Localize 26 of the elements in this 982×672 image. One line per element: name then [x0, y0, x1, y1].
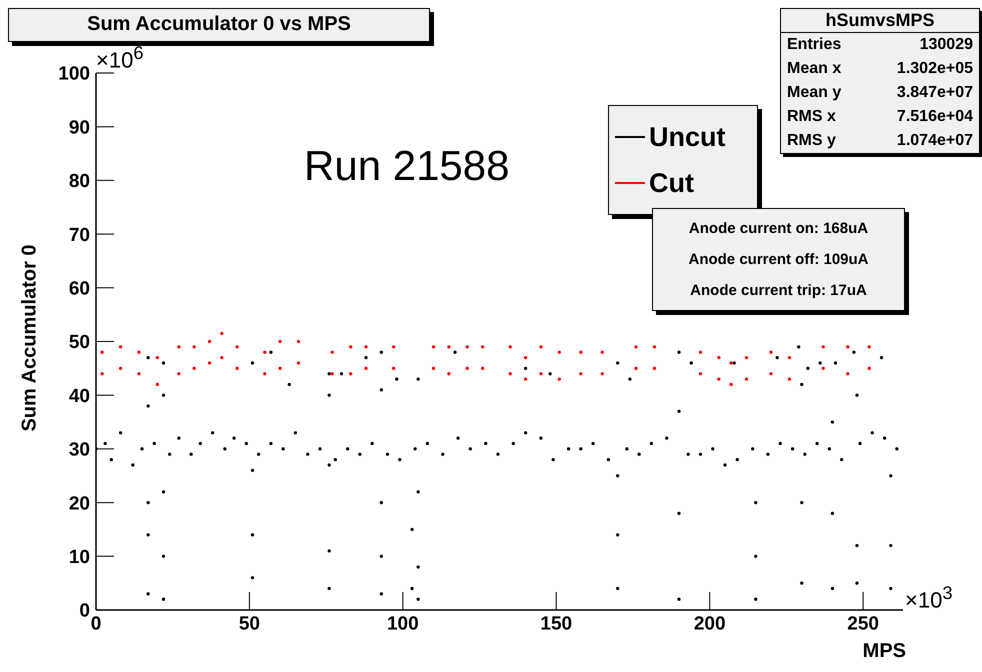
y-tick-label: 70 — [68, 224, 90, 246]
y-tick-label: 80 — [68, 171, 90, 192]
y-tick-label: 100 — [58, 64, 90, 85]
x-tick-label: 100 — [386, 613, 419, 634]
annotation: Anode current off: 109uA — [687, 250, 870, 270]
legend-label: Uncut — [648, 120, 726, 154]
text: ×10$^{6}$ — [96, 42, 144, 74]
y-axis-title: Sum Accumulator 0 — [18, 244, 42, 432]
x-tick-label: 200 — [694, 613, 726, 634]
x-tick-label: 50 — [238, 613, 260, 634]
y-tick-label: 40 — [68, 386, 90, 407]
x-tick-label: 150 — [540, 613, 572, 634]
y-tick-label: 10 — [68, 547, 90, 568]
y-tick-label: 20 — [68, 493, 90, 514]
legend-label: Cut — [648, 166, 695, 200]
annotation: Anode current on: 168uA — [688, 219, 870, 239]
text: ×10$^{3}$ — [905, 582, 953, 614]
annotation: Run 21588 — [304, 142, 510, 190]
annotation: Anode current trip: 17uA — [689, 281, 868, 301]
x-axis-title: MPS — [862, 640, 906, 663]
y-tick-label: 50 — [68, 332, 90, 354]
y-tick-label: 60 — [68, 278, 90, 300]
stats-box: hSumvsMPS Entries 130029 Mean x 1.302e+05 Mean y 3.847e+07 RMS x 7.516e+04 RMS y 1.074e+07 — [780, 8, 980, 154]
y-tick-label: 90 — [68, 117, 90, 138]
x-tick-label: 250 — [847, 613, 879, 634]
y-tick-label: 30 — [68, 440, 90, 461]
